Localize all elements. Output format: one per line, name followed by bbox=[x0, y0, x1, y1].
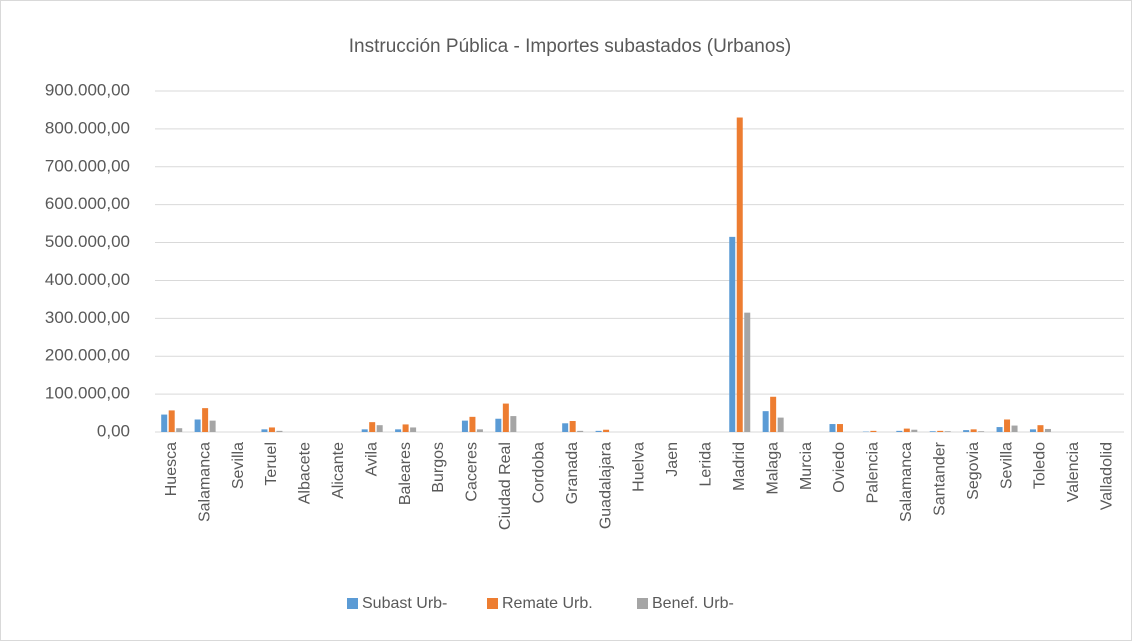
legend-swatch bbox=[637, 598, 648, 609]
x-tick-label: Huesca bbox=[163, 442, 180, 496]
bar bbox=[369, 422, 376, 432]
bar bbox=[495, 418, 502, 432]
x-tick-label: Ciudad Real bbox=[497, 442, 514, 530]
bar bbox=[395, 429, 402, 432]
y-tick-label: 900.000,00 bbox=[45, 80, 130, 99]
bar bbox=[777, 417, 784, 432]
bar bbox=[1029, 429, 1036, 432]
bar bbox=[410, 427, 417, 432]
bar bbox=[911, 429, 918, 432]
bar bbox=[1004, 419, 1011, 432]
legend-label: Benef. Urb- bbox=[652, 595, 734, 612]
bar bbox=[937, 430, 944, 432]
bar bbox=[402, 424, 409, 432]
bar bbox=[929, 431, 936, 432]
bar bbox=[261, 429, 268, 432]
y-tick-label: 0,00 bbox=[97, 421, 130, 440]
bar bbox=[1037, 425, 1044, 432]
bar bbox=[361, 429, 368, 432]
legend-label: Remate Urb. bbox=[502, 595, 593, 612]
bar bbox=[978, 431, 985, 432]
x-tick-label: Santander bbox=[931, 441, 948, 516]
x-tick-label: Burgos bbox=[430, 442, 447, 493]
x-tick-label: Oviedo bbox=[831, 442, 848, 493]
bar bbox=[1011, 425, 1018, 432]
bar bbox=[276, 430, 283, 432]
bar bbox=[896, 430, 903, 432]
x-tick-label: Lerida bbox=[698, 442, 715, 487]
x-tick-label: Cordoba bbox=[530, 442, 547, 503]
bar bbox=[194, 419, 201, 432]
legend-swatch bbox=[487, 598, 498, 609]
y-tick-label: 400.000,00 bbox=[45, 270, 130, 289]
x-tick-label: Segovia bbox=[965, 442, 982, 500]
bar bbox=[376, 425, 383, 432]
bar bbox=[461, 420, 468, 432]
bar bbox=[903, 428, 910, 432]
y-tick-label: 200.000,00 bbox=[45, 346, 130, 365]
bar bbox=[870, 430, 877, 432]
legend-swatch bbox=[347, 598, 358, 609]
x-tick-label: Huelva bbox=[631, 442, 648, 492]
x-tick-label: Jaen bbox=[664, 442, 681, 477]
x-tick-label: Sevilla bbox=[230, 442, 247, 489]
bar bbox=[603, 429, 610, 432]
bar bbox=[577, 430, 584, 432]
x-tick-label: Avila bbox=[363, 442, 380, 476]
legend-label: Subast Urb- bbox=[362, 595, 447, 612]
x-tick-label: Murcia bbox=[798, 442, 815, 490]
x-tick-label: Guadalajara bbox=[597, 442, 614, 529]
y-tick-label: 700.000,00 bbox=[45, 156, 130, 175]
bar bbox=[770, 396, 777, 432]
bar bbox=[202, 408, 209, 432]
bar bbox=[209, 420, 216, 432]
bar bbox=[836, 424, 843, 432]
bar bbox=[829, 424, 836, 432]
x-tick-label: Albacete bbox=[297, 442, 314, 504]
x-tick-label: Malaga bbox=[764, 442, 781, 495]
bar bbox=[562, 423, 569, 432]
x-tick-label: Salamanca bbox=[898, 442, 915, 522]
x-tick-label: Granada bbox=[564, 442, 581, 504]
x-tick-label: Madrid bbox=[731, 442, 748, 491]
y-tick-label: 100.000,00 bbox=[45, 384, 130, 403]
bar bbox=[161, 414, 168, 432]
x-tick-label: Baleares bbox=[397, 442, 414, 505]
bar bbox=[744, 312, 751, 432]
y-tick-label: 800.000,00 bbox=[45, 118, 130, 137]
x-tick-label: Alicante bbox=[330, 442, 347, 499]
bar bbox=[168, 410, 175, 432]
bar bbox=[729, 236, 736, 432]
y-tick-label: 300.000,00 bbox=[45, 308, 130, 327]
bar bbox=[569, 421, 576, 432]
x-tick-label: Palencia bbox=[865, 442, 882, 503]
x-tick-label: Sevilla bbox=[998, 442, 1015, 489]
bar bbox=[502, 403, 509, 432]
bar bbox=[963, 430, 970, 432]
bar bbox=[1044, 428, 1051, 432]
bar bbox=[970, 429, 977, 432]
x-tick-label: Valladolid bbox=[1099, 442, 1116, 510]
x-tick-label: Valencia bbox=[1065, 442, 1082, 502]
bar bbox=[510, 416, 517, 432]
bar bbox=[476, 429, 483, 432]
bar bbox=[762, 411, 769, 432]
bar bbox=[268, 427, 275, 432]
bar bbox=[736, 117, 743, 433]
y-tick-label: 600.000,00 bbox=[45, 194, 130, 213]
y-tick-label: 500.000,00 bbox=[45, 232, 130, 251]
x-tick-label: Caceres bbox=[464, 442, 481, 502]
x-tick-label: Salamanca bbox=[196, 442, 213, 522]
bar bbox=[469, 416, 476, 432]
x-tick-label: Teruel bbox=[263, 442, 280, 486]
bar bbox=[176, 428, 183, 432]
bar bbox=[595, 430, 602, 432]
bar bbox=[996, 427, 1003, 432]
bar bbox=[944, 431, 951, 432]
chart-title: Instrucción Pública - Importes subastado… bbox=[349, 36, 791, 57]
x-tick-label: Toledo bbox=[1032, 442, 1049, 489]
